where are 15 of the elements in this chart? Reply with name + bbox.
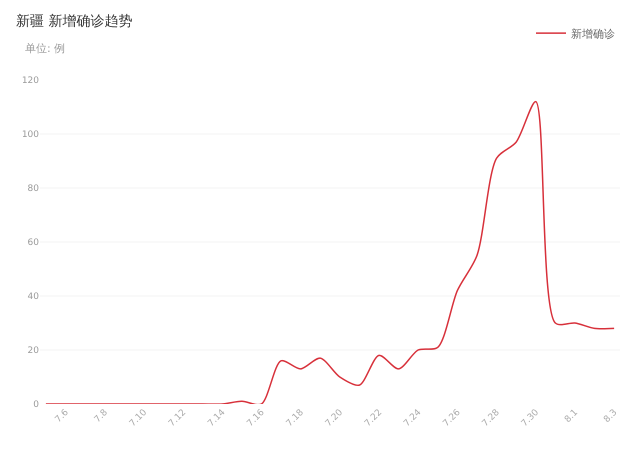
y-tick-label: 20 xyxy=(28,346,40,356)
x-tick-label: 7.6 xyxy=(54,408,71,425)
x-tick-label: 8.1 xyxy=(563,408,580,425)
legend-label: 新增确诊 xyxy=(571,27,615,40)
y-tick-label: 0 xyxy=(33,400,40,410)
y-tick-label: 60 xyxy=(28,238,40,248)
chart-title: 新疆 新增确诊趋势 xyxy=(16,14,132,30)
y-tick-label: 120 xyxy=(22,76,40,86)
x-tick-label: 7.8 xyxy=(92,408,110,425)
line-series xyxy=(45,100,615,404)
x-tick-label: 8.3 xyxy=(602,408,620,425)
chart-subtitle: 单位: 例 xyxy=(25,42,66,55)
y-tick-label: 40 xyxy=(28,292,40,302)
y-tick-label: 100 xyxy=(22,130,40,140)
y-tick-label: 80 xyxy=(28,184,40,194)
